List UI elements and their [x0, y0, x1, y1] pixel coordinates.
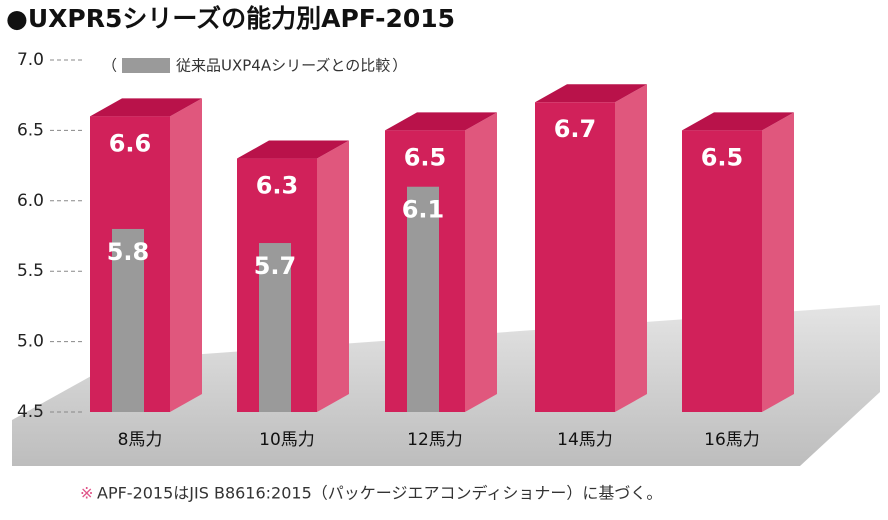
bar [535, 102, 615, 413]
chart-title: ●UXPR5シリーズの能力別APF-2015 [6, 4, 455, 33]
x-tick-label: 8馬力 [118, 430, 163, 450]
x-tick-label: 10馬力 [259, 430, 315, 450]
legend-bracket: （ [102, 57, 117, 75]
value-label: 6.1 [402, 196, 445, 224]
x-tick-label: 14馬力 [557, 430, 613, 450]
bar [112, 228, 144, 412]
value-label: 5.8 [107, 238, 150, 266]
bar-top [90, 98, 202, 117]
legend-swatch [122, 58, 170, 73]
y-tick-label: 6.5 [17, 120, 44, 140]
legend-bracket: ） [392, 57, 407, 75]
bar-side [170, 98, 202, 412]
value-label: 6.3 [256, 172, 299, 200]
bar-top [385, 112, 497, 131]
y-tick-label: 5.5 [17, 261, 44, 281]
bar-top [535, 84, 647, 103]
y-tick-label: 4.5 [17, 402, 44, 422]
y-tick-label: 5.0 [17, 332, 44, 352]
value-label: 5.7 [254, 252, 297, 280]
footnote: APF-2015はJIS B8616:2015（パッケージエアコンディショナー）… [97, 484, 662, 503]
x-tick-label: 16馬力 [704, 430, 760, 450]
legend: （ 従来品UXP4Aシリーズとの比較 ） [102, 57, 407, 75]
value-label: 6.6 [109, 129, 152, 157]
value-label: 6.7 [554, 115, 597, 143]
bar-side [615, 84, 647, 413]
value-label: 6.5 [701, 143, 744, 171]
bar-top [237, 140, 349, 159]
x-tick-label: 12馬力 [407, 430, 463, 450]
bar [407, 186, 439, 412]
bar [259, 243, 291, 412]
value-label: 6.5 [404, 143, 447, 171]
bar-side [762, 112, 794, 413]
y-tick-label: 6.0 [17, 191, 44, 211]
bar-side [465, 112, 497, 413]
bar [682, 130, 762, 412]
bar-side [317, 140, 349, 412]
bar-top [682, 112, 794, 131]
legend-label: 従来品UXP4Aシリーズとの比較 [176, 57, 390, 75]
footnote-mark: ※ [80, 484, 93, 503]
y-tick-label: 7.0 [17, 50, 44, 70]
